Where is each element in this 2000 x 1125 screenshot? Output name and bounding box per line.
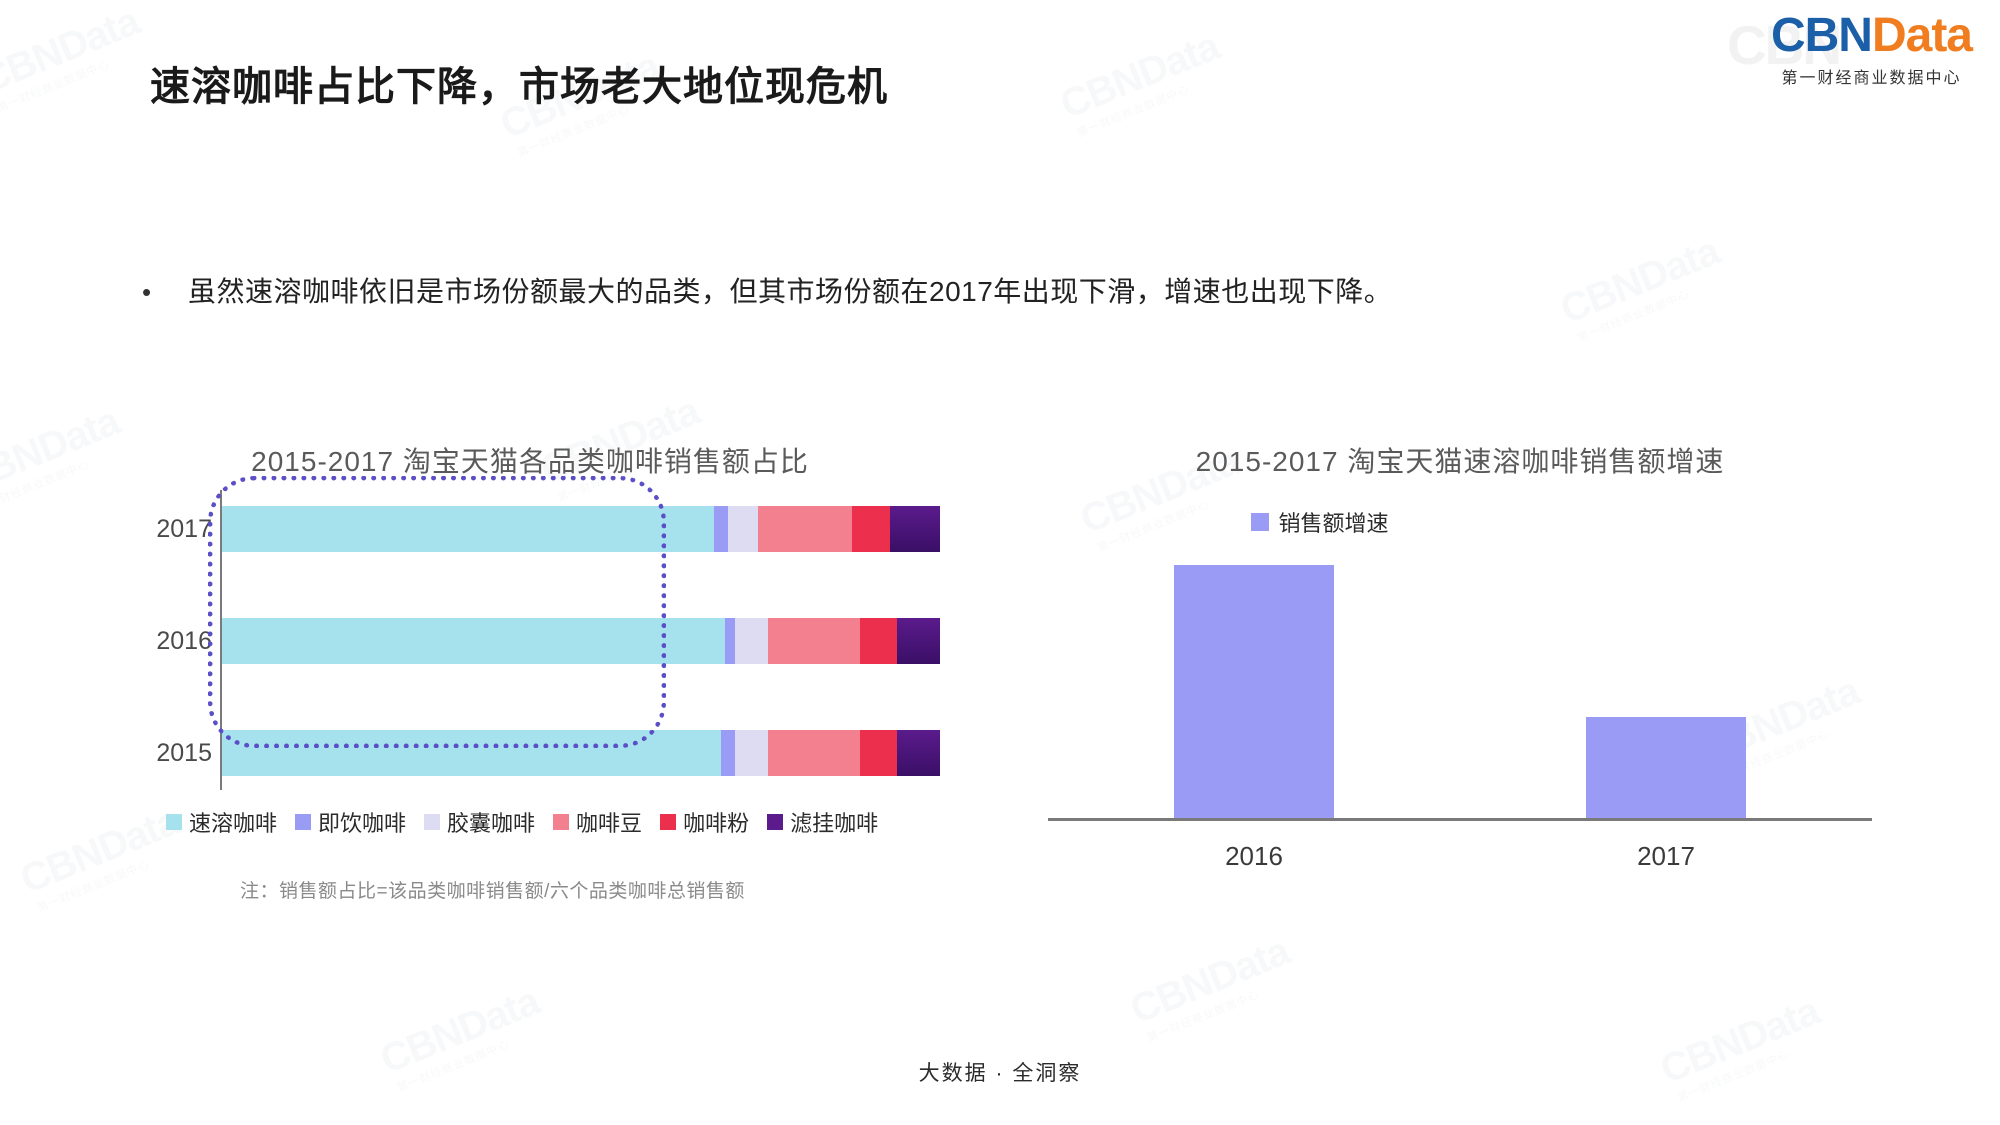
legend-swatch	[166, 814, 182, 830]
bar-segment	[728, 506, 759, 552]
watermark-subtext: 第一财经商业数据中心	[0, 458, 92, 515]
legend-label: 速溶咖啡	[189, 811, 278, 836]
bar-segment	[851, 506, 890, 552]
cbndata-logo: CBN CBNData 第一财经商业数据中心	[1727, 9, 1973, 88]
bullet-text: 虽然速溶咖啡依旧是市场份额最大的品类，但其市场份额在2017年出现下滑，增速也出…	[188, 276, 1393, 307]
chart-note: 注：销售额占比=该品类咖啡销售额/六个品类咖啡总销售额	[240, 881, 745, 902]
watermark-text: CBNData	[0, 0, 146, 103]
legend-label: 咖啡豆	[576, 811, 643, 836]
bar-segment	[758, 506, 852, 552]
bar-segment	[767, 618, 860, 664]
legend-item: 咖啡豆	[553, 806, 642, 838]
legend-label: 胶囊咖啡	[447, 811, 536, 836]
logo-tagline: 第一财经商业数据中心	[1781, 70, 1962, 87]
legend-swatch-growth	[1251, 513, 1270, 531]
legend-swatch	[295, 814, 312, 830]
watermark-text: CBNData	[1054, 24, 1226, 128]
bar-segment	[222, 730, 721, 776]
watermark: CBNData 第一财经商业数据中心	[0, 399, 131, 517]
chart-legend-left: 速溶咖啡 即饮咖啡 胶囊咖啡 咖啡豆 咖啡粉 滤挂咖啡	[166, 806, 940, 838]
page-title: 速溶咖啡占比下降，市场老大地位现危机	[150, 65, 888, 109]
chart-legend-right: 销售额增速	[1030, 506, 1610, 538]
category-share-chart: 2015-2017 淘宝天猫各品类咖啡销售额占比 2017 2016 2015 速溶…	[120, 440, 940, 903]
bar-segment	[889, 506, 940, 552]
watermark: CBNData 第一财经商业数据中心	[1054, 24, 1231, 142]
bar-segment	[859, 730, 897, 776]
logo-ghost-text: CBN	[1726, 14, 1842, 76]
legend-label: 咖啡粉	[683, 811, 750, 836]
legend-item: 胶囊咖啡	[424, 806, 535, 838]
y-axis-label: 2016	[156, 626, 212, 655]
bar-column	[1586, 546, 1746, 818]
chart-title-left: 2015-2017 淘宝天猫各品类咖啡销售额占比	[251, 446, 809, 477]
legend-swatch	[660, 814, 677, 830]
legend-label-growth: 销售额增速	[1278, 511, 1389, 536]
bullet-marker-icon: •	[142, 277, 152, 307]
bar-segment	[768, 730, 860, 776]
watermark: CBNData 第一财经商业数据中心	[1654, 989, 1831, 1107]
legend-swatch	[767, 814, 784, 830]
stacked-bar	[222, 730, 940, 776]
watermark-text: CBNData	[1124, 929, 1296, 1033]
watermark-subtext: 第一财经商业数据中心	[1075, 83, 1192, 140]
x-axis-label: 2016	[1225, 841, 1283, 871]
bar-segment	[721, 730, 736, 776]
legend-swatch	[553, 814, 570, 830]
logo-primary-text: CBN	[1770, 9, 1873, 62]
stacked-bar	[222, 506, 940, 552]
x-axis-labels: 2016 2017	[1048, 821, 1872, 872]
y-axis-label: 2015	[156, 738, 212, 767]
y-axis-line	[220, 490, 222, 790]
slide-footer: 大数据 · 全洞察	[918, 1062, 1082, 1085]
legend-swatch	[424, 814, 441, 830]
stacked-bar-plot: 2017 2016 2015	[156, 476, 940, 790]
legend-item: 滤挂咖啡	[767, 806, 878, 838]
growth-bar	[1174, 565, 1334, 818]
stacked-bar-row: 2015	[156, 730, 940, 776]
vertical-bar-plot	[1048, 546, 1872, 821]
watermark-text: CBNData	[1554, 229, 1726, 333]
chart-title-right: 2015-2017 淘宝天猫速溶咖啡销售额增速	[1195, 446, 1725, 477]
bar-segment	[713, 506, 729, 552]
x-axis-label: 2017	[1637, 841, 1695, 871]
watermark-subtext: 第一财经商业数据中心	[1575, 288, 1692, 345]
bullet-item: • 虽然速溶咖啡依旧是市场份额最大的品类，但其市场份额在2017年出现下滑，增速…	[142, 275, 1392, 309]
legend-item: 咖啡粉	[660, 806, 749, 838]
bar-segment	[859, 618, 897, 664]
logo-secondary-text: Data	[1871, 9, 1973, 62]
growth-rate-chart: 2015-2017 淘宝天猫速溶咖啡销售额增速 销售额增速 2016 2017	[1030, 440, 1890, 872]
stacked-bar-rows: 2017 2016 2015	[156, 506, 940, 776]
bar-segment	[222, 618, 725, 664]
watermark-subtext: 第一财经商业数据中心	[0, 58, 112, 115]
legend-label: 滤挂咖啡	[790, 811, 879, 836]
legend-label: 即饮咖啡	[318, 811, 407, 836]
stacked-bar	[222, 618, 940, 664]
bar-segment	[735, 618, 768, 664]
stacked-bar-row: 2017	[156, 506, 940, 552]
bar-segment	[896, 618, 940, 664]
bar-segment	[896, 730, 940, 776]
growth-bar	[1586, 717, 1746, 818]
logo-wordmark: CBNData	[1770, 9, 1973, 62]
legend-item: 即饮咖啡	[295, 806, 406, 838]
bar-segment	[724, 618, 736, 664]
watermark-text: CBNData	[0, 399, 126, 503]
y-axis-label: 2017	[156, 514, 212, 543]
bar-segment	[222, 506, 714, 552]
watermark: CBNData 第一财经商业数据中心	[1124, 929, 1301, 1047]
watermark: CBNData 第一财经商业数据中心	[1554, 229, 1731, 347]
stacked-bar-row: 2016	[156, 618, 940, 664]
watermark: CBNData 第一财经商业数据中心	[0, 0, 151, 117]
bar-column	[1174, 546, 1334, 818]
bar-segment	[735, 730, 769, 776]
legend-item: 速溶咖啡	[166, 806, 277, 838]
watermark-subtext: 第一财经商业数据中心	[1145, 988, 1262, 1045]
